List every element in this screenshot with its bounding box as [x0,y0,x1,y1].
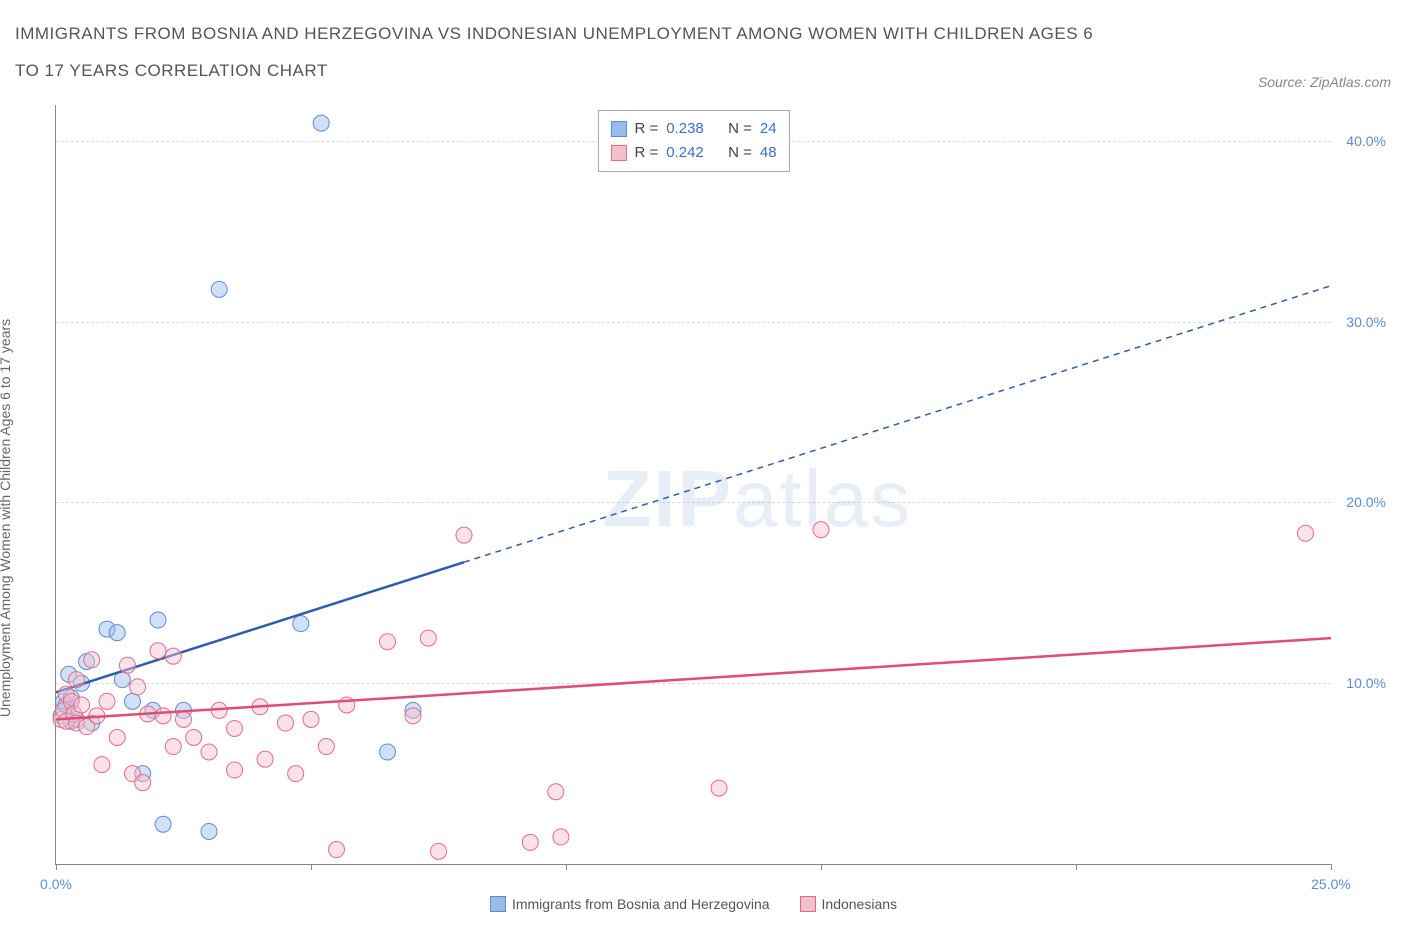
plot-wrap: Unemployment Among Women with Children A… [15,105,1391,915]
x-tick [1076,864,1077,870]
scatter-point [165,648,181,664]
x-tick [311,864,312,870]
scatter-point [405,708,421,724]
correlation-box: R = 0.238 N = 24 R = 0.242 N = 48 [597,110,789,172]
scatter-point [84,652,100,668]
n-value-2: 48 [760,141,777,165]
corr-row-1: R = 0.238 N = 24 [610,117,776,141]
scatter-point [288,765,304,781]
series-swatch-1 [610,121,626,137]
scatter-point [293,615,309,631]
scatter-point [150,643,166,659]
legend-swatch-1 [490,896,506,912]
scatter-point [201,823,217,839]
source-label: Source: ZipAtlas.com [1258,74,1391,90]
scatter-point [522,834,538,850]
legend-item-2: Indonesians [800,896,898,912]
scatter-point [94,756,110,772]
scatter-point [130,679,146,695]
scatter-point [420,630,436,646]
scatter-point [99,693,115,709]
scatter-point [711,780,727,796]
y-tick-label: 20.0% [1346,494,1386,510]
r-value-1: 0.238 [666,117,704,141]
series-swatch-2 [610,145,626,161]
scatter-point [150,612,166,628]
scatter-point [553,829,569,845]
scatter-point [176,711,192,727]
n-value-1: 24 [760,117,777,141]
n-label-1: N = [728,117,752,141]
r-label-1: R = [634,117,658,141]
trend-line-solid [56,638,1331,719]
scatter-point [313,115,329,131]
scatter-point [318,738,334,754]
r-label-2: R = [634,141,658,165]
scatter-point [1298,525,1314,541]
trend-line-dashed [464,285,1331,561]
scatter-point [186,729,202,745]
scatter-point [68,671,84,687]
scatter-point [109,624,125,640]
x-tick [566,864,567,870]
scatter-point [456,527,472,543]
scatter-point [278,715,294,731]
scatter-point [74,697,90,713]
r-value-2: 0.242 [666,141,704,165]
scatter-point [125,693,141,709]
x-tick [821,864,822,870]
scatter-point [201,744,217,760]
scatter-point [135,774,151,790]
scatter-point [548,783,564,799]
bottom-legend: Immigrants from Bosnia and Herzegovina I… [56,896,1331,912]
scatter-point [109,729,125,745]
scatter-point [155,708,171,724]
chart-svg [56,105,1331,864]
scatter-point [165,738,181,754]
scatter-point [329,841,345,857]
corr-row-2: R = 0.242 N = 48 [610,141,776,165]
chart-container: IMMIGRANTS FROM BOSNIA AND HERZEGOVINA V… [15,15,1391,915]
scatter-point [227,762,243,778]
y-tick-label: 10.0% [1346,675,1386,691]
scatter-point [155,816,171,832]
y-axis-label: Unemployment Among Women with Children A… [0,319,13,717]
scatter-point [119,657,135,673]
scatter-point [257,751,273,767]
header-row: IMMIGRANTS FROM BOSNIA AND HERZEGOVINA V… [15,15,1391,90]
legend-item-1: Immigrants from Bosnia and Herzegovina [490,896,770,912]
y-tick-label: 40.0% [1346,133,1386,149]
scatter-point [303,711,319,727]
legend-label-2: Indonesians [822,896,898,912]
legend-label-1: Immigrants from Bosnia and Herzegovina [512,896,770,912]
x-tick-label: 25.0% [1311,876,1351,892]
scatter-point [380,634,396,650]
x-tick [1331,864,1332,870]
y-tick-label: 30.0% [1346,314,1386,330]
scatter-point [227,720,243,736]
n-label-2: N = [728,141,752,165]
plot-area: ZIPatlas R = 0.238 N = 24 R = 0.242 [55,105,1331,865]
scatter-point [813,521,829,537]
scatter-point [380,744,396,760]
legend-swatch-2 [800,896,816,912]
scatter-point [211,281,227,297]
chart-title: IMMIGRANTS FROM BOSNIA AND HERZEGOVINA V… [15,15,1095,90]
scatter-point [431,843,447,859]
x-tick-label: 0.0% [40,876,72,892]
x-tick [56,864,57,870]
